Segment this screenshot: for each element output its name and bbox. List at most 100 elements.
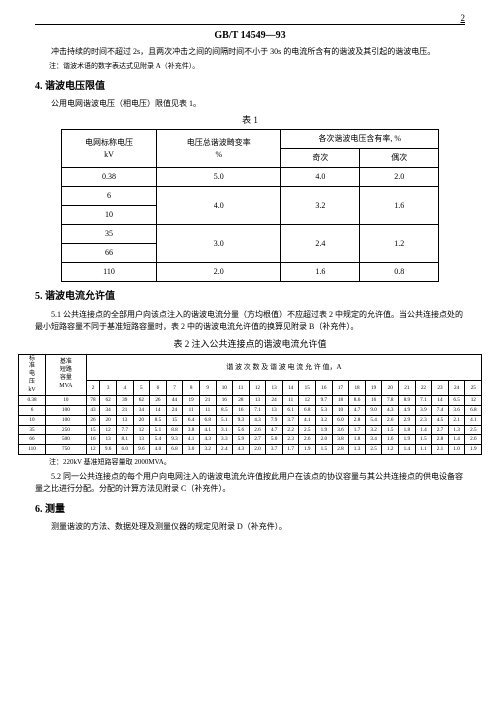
t2-cell: 1.4 (415, 425, 432, 435)
t2-cell: 8.1 (116, 435, 133, 445)
t1-h-voltage-a: 电网标称电压 (85, 138, 133, 147)
t2-cell: 20 (133, 415, 150, 425)
section-6-title: 6. 测量 (35, 502, 465, 517)
t2-cell: 3.4 (365, 435, 382, 445)
t1-h-odd: 奇次 (281, 149, 360, 168)
t2-cell: 2.7 (249, 435, 266, 445)
t2-cell: 8.5 (150, 415, 167, 425)
t2-cell: 12 (465, 396, 482, 406)
section-5-p1: 5.1 公共连接点的全部用户向该点注入的谐波电流分量（方均根值）不应超过表 2 … (35, 309, 465, 333)
t2-cell: 78 (86, 396, 100, 406)
t2-order: 18 (349, 380, 366, 396)
t2-cell: 4.1 (183, 435, 200, 445)
t2-cell: 3.6 (332, 425, 349, 435)
t2-cell: 6.1 (282, 406, 299, 416)
t2-cell: 4.7 (349, 406, 366, 416)
t2-cell: 6.0 (332, 415, 349, 425)
t1-cell: 3.2 (281, 187, 360, 225)
t1-cell: 10 (61, 206, 156, 225)
t2-cell: 2.6 (465, 435, 482, 445)
t2-order: 15 (299, 380, 316, 396)
t2-cell: 7.1 (415, 396, 432, 406)
t2-cell: 9.6 (100, 445, 117, 455)
t1-h-even: 偶次 (360, 149, 439, 168)
t2-cell: 8.9 (399, 396, 416, 406)
t2-cell: 13 (249, 396, 266, 406)
t2-cell: 1.3 (448, 425, 465, 435)
t2-cell: 3.6 (448, 406, 465, 416)
t2-cell: 62 (133, 396, 150, 406)
t2-cell: 2.5 (465, 425, 482, 435)
doc-id: GB/T 14549—93 (35, 28, 465, 43)
section-5-p2: 5.2 同一公共连接点的每个用户向电网注入的谐波电流允许值按此用户在该点的协议容… (35, 471, 465, 495)
t1-h-harmonic: 各次谐波电压含有率, % (281, 130, 439, 149)
t2-cell: 6.8 (199, 415, 216, 425)
t2-order: 17 (332, 380, 349, 396)
t2-cell: 1.7 (282, 445, 299, 455)
t2-cell: 62 (100, 396, 117, 406)
t2-cell: 16 (216, 396, 233, 406)
table2-note: 注：220kV 基准短路容量取 2000MVA。 (35, 457, 465, 468)
t2-cell: 1.4 (399, 445, 416, 455)
t2-cell: 2.6 (299, 435, 316, 445)
t1-cell: 5.0 (157, 168, 281, 187)
t2-cell: 8.5 (216, 406, 233, 416)
t2-cell: 4.1 (465, 415, 482, 425)
t2-cell: 250 (46, 425, 86, 435)
t2-cell: 1.8 (399, 425, 416, 435)
t2-cell: 6.4 (183, 415, 200, 425)
t2-cell: 4.1 (299, 415, 316, 425)
t2-order: 16 (316, 380, 333, 396)
t1-cell: 110 (61, 263, 156, 282)
t2-cell: 24 (166, 406, 183, 416)
t2-cell: 2.3 (282, 435, 299, 445)
t2-cell: 1.5 (415, 435, 432, 445)
t2-cell: 9.6 (133, 445, 150, 455)
t2-cell: 4.3 (199, 435, 216, 445)
t2-cell: 6.5 (448, 396, 465, 406)
t2-order: 8 (183, 380, 200, 396)
t2-cell: 1.2 (382, 445, 399, 455)
t1-cell: 4.0 (281, 168, 360, 187)
t2-cell: 18 (332, 396, 349, 406)
t2-order: 7 (166, 380, 183, 396)
t2-cell: 6 (18, 406, 45, 416)
t2-cell: 5.1 (150, 425, 167, 435)
t2-cell: 100 (46, 406, 86, 416)
t2-cell: 1.8 (349, 435, 366, 445)
t2-cell: 20 (100, 415, 117, 425)
t2-cell: 12 (299, 396, 316, 406)
t2-cell: 16 (233, 406, 250, 416)
t2-order: 3 (100, 380, 117, 396)
t2-order: 12 (249, 380, 266, 396)
t2-order: 5 (133, 380, 150, 396)
t2-cell: 2.0 (249, 445, 266, 455)
t2-cell: 24 (266, 396, 283, 406)
t2-cell: 2.1 (448, 415, 465, 425)
t2-cell: 10 (18, 415, 45, 425)
t2-cell: 6.8 (299, 406, 316, 416)
t2-cell: 6.8 (166, 445, 183, 455)
t2-cell: 3.8 (183, 425, 200, 435)
t2-cell: 5.4 (365, 415, 382, 425)
section-5-title: 5. 谐波电流允许值 (35, 289, 465, 304)
t2-cell: 35 (18, 425, 45, 435)
t2-cell: 16 (365, 396, 382, 406)
t2-cell: 11 (199, 406, 216, 416)
t2-cell: 9.3 (166, 435, 183, 445)
t2-cell: 5.3 (316, 406, 333, 416)
page-number: 2 (461, 12, 466, 26)
t2-h-voltage: 标 准 电 压 kV (18, 354, 45, 396)
t2-cell: 9.3 (233, 415, 250, 425)
t2-cell: 2.9 (399, 415, 416, 425)
t1-cell: 2.0 (360, 168, 439, 187)
t2-cell: 13 (266, 406, 283, 416)
t2-cell: 2.8 (349, 415, 366, 425)
t2-cell: 4.5 (432, 415, 449, 425)
t2-cell: 10 (332, 406, 349, 416)
t2-cell: 2.2 (282, 425, 299, 435)
t2-cell: 39 (116, 396, 133, 406)
section-4-title: 4. 谐波电压限值 (35, 79, 465, 94)
intro-note: 注：谐波术语的数字表达式见附录 A（补充件）。 (35, 61, 465, 72)
t2-order: 23 (432, 380, 449, 396)
